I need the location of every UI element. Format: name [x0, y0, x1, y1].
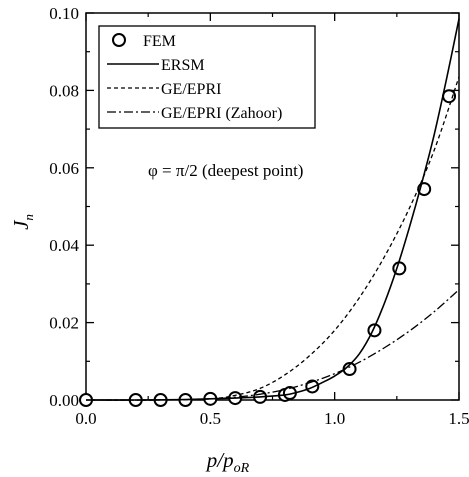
series-line-ge-epri: [85, 76, 460, 401]
x-tick-label: 0.5: [200, 409, 221, 428]
legend-label-ge-epri-zahoor: GE/EPRI (Zahoor): [161, 105, 282, 122]
legend-marker-fem: [112, 33, 126, 47]
y-tick-label: 0.02: [49, 314, 79, 333]
y-axis-label-sub: n: [21, 214, 36, 221]
fem-data-point: [305, 379, 320, 394]
annotation: φ = π/2 (deepest point): [148, 161, 303, 180]
legend-box: [98, 25, 316, 129]
y-axis-label-main: J: [9, 219, 33, 230]
y-axis-label: Jn: [9, 214, 36, 230]
y-tick-label: 0.06: [49, 159, 79, 178]
x-axis-label: p/poR: [205, 448, 250, 476]
legend: FEM ERSM GE/EPRI GE/EPRI (Zahoor): [98, 25, 316, 129]
series-layer: [79, 18, 460, 407]
y-tick-label: 0.00: [49, 391, 79, 410]
y-tick-label: 0.04: [49, 236, 79, 255]
legend-label-ge-epri: GE/EPRI: [161, 81, 221, 98]
y-tick-label: 0.10: [49, 4, 79, 23]
series-fem: [79, 89, 457, 407]
x-tick-label: 0.0: [75, 409, 96, 428]
legend-label-ersm: ERSM: [161, 57, 205, 74]
x-axis-label-main: p/p: [205, 448, 234, 472]
series-line-ge-epri-zahoor: [85, 289, 460, 401]
y-tick-label: 0.08: [49, 81, 79, 100]
x-axis-label-sub: oR: [234, 461, 250, 476]
x-tick-label: 1.0: [324, 409, 345, 428]
x-tick-label: 1.5: [448, 409, 469, 428]
legend-label-fem: FEM: [143, 33, 176, 50]
